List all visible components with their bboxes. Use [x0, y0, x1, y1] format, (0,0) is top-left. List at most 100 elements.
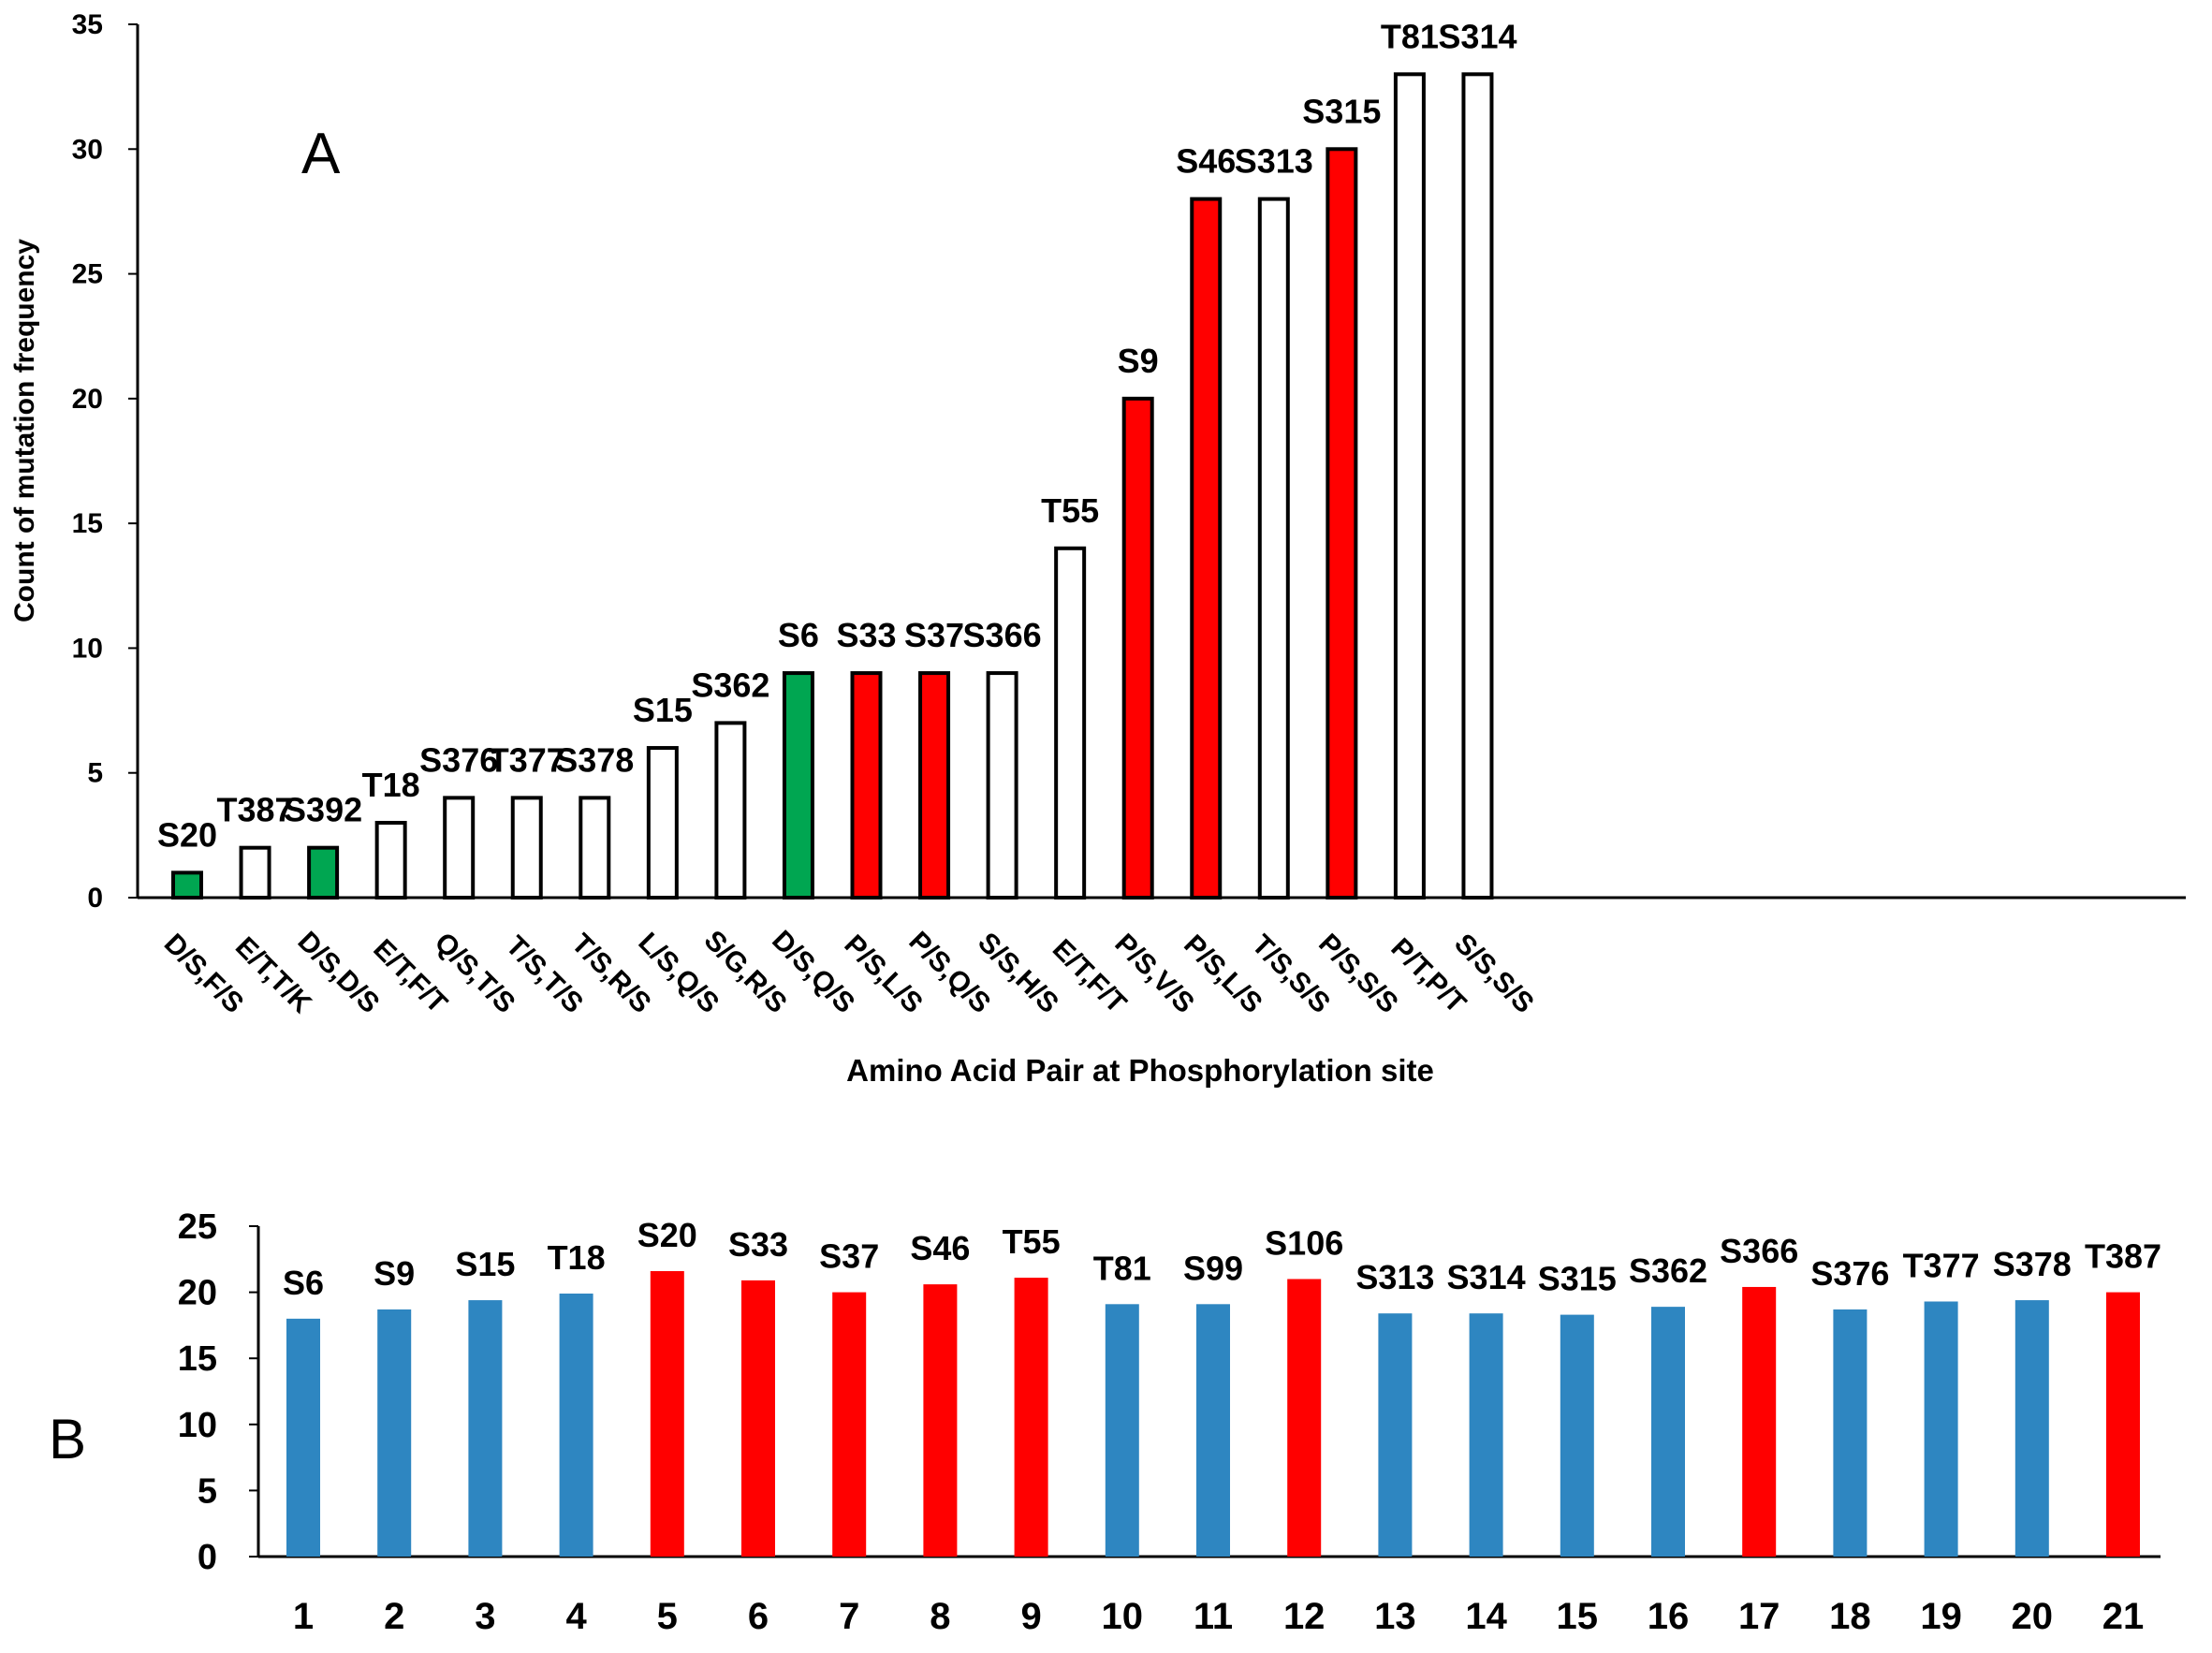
panel-a-bar: [1190, 197, 1223, 900]
panel-a-site-label: S9: [1118, 342, 1159, 380]
panel-b-y-tick-label: 25: [178, 1207, 217, 1247]
panel-b-category-labels: 1 2 3 4 5 6 7 8 9 10 11 12 13 14 15 16 17 18 19 20 21: [293, 1596, 2144, 1637]
panel-a-site-label: T18: [362, 766, 420, 804]
panel-a-y-tick-label: 35: [72, 9, 103, 40]
panel-b-bar: [2106, 1292, 2140, 1557]
panel-a-site-label: T81: [1381, 17, 1439, 55]
panel-a-bar: [1461, 72, 1494, 900]
panel-b-site-label: T81: [1093, 1249, 1151, 1287]
panel-b-bar: [468, 1300, 503, 1557]
panel-b-site-labels: S6 S9 S15 T18 S20 S33 S37 S46 T55 T81 S99 S106 S313 S…: [283, 1216, 2161, 1302]
panel-b-bar: [923, 1284, 958, 1557]
panel-b-bar: [1560, 1314, 1594, 1557]
panel-a-site-label: S313: [1235, 142, 1313, 181]
panel-a-site-label: T387: [217, 791, 294, 829]
panel-b-category-label: 7: [839, 1596, 859, 1637]
panel-a-site-label: T377: [489, 740, 565, 779]
panel-a-bar: [374, 821, 407, 900]
panel-b-bar: [559, 1294, 593, 1557]
panel-b-y-tick-label: 0: [198, 1538, 217, 1577]
panel-b-category-label: 5: [657, 1596, 678, 1637]
panel-b-bar: [1287, 1279, 1322, 1557]
panel-b-category-label: 15: [1557, 1596, 1599, 1637]
panel-b-y-tick-label: 5: [198, 1471, 217, 1511]
panel-a-bar: [918, 671, 951, 900]
panel-b-bar: [1833, 1309, 1868, 1557]
panel-a-site-label: S314: [1438, 17, 1516, 55]
panel-b-bar: [832, 1292, 867, 1557]
panel-b-bar: [286, 1318, 320, 1557]
panel-a-bar: [1121, 396, 1154, 900]
panel-a-site-label: S33: [836, 616, 896, 654]
panel-b-y-tick-label: 15: [178, 1339, 217, 1379]
panel-a-bar: [1257, 197, 1290, 900]
panel-b-category-label: 4: [565, 1596, 587, 1637]
panel-b-category-label: 11: [1194, 1596, 1233, 1637]
panel-b-bar: [1742, 1286, 1777, 1557]
panel-b-bar: [377, 1309, 412, 1557]
panel-a-site-label: S378: [555, 740, 634, 779]
panel-a-site-label: S392: [284, 791, 362, 829]
panel-b-site-label: S15: [455, 1245, 515, 1283]
panel-b-site-label: S315: [1538, 1260, 1617, 1298]
panel-b-bar: [650, 1271, 684, 1557]
panel-b-site-label: S376: [1810, 1254, 1889, 1293]
panel-a-bar: [714, 721, 747, 900]
panel-b-site-label: S366: [1720, 1232, 1798, 1270]
panel-a-site-label: S366: [963, 616, 1042, 654]
panel-a-y-tick-label: 0: [87, 883, 103, 914]
panel-b-category-label: 9: [1020, 1596, 1041, 1637]
panel-b-site-label: S33: [728, 1225, 788, 1264]
panel-b-y-tick-label: 20: [178, 1274, 217, 1313]
panel-b-site-label: S20: [637, 1216, 697, 1254]
panel-a-y-tick-label: 25: [72, 259, 103, 290]
panel-a-y-tick-label: 5: [87, 758, 103, 789]
panel-b-site-label: S9: [374, 1254, 415, 1293]
panel-a-bar: [579, 796, 611, 900]
panel-b-label: B: [49, 1408, 86, 1470]
panel-b-site-label: S314: [1447, 1258, 1526, 1296]
panel-a-site-label: S376: [419, 740, 498, 779]
panel-b-bar: [1469, 1313, 1503, 1557]
panel-b-site-label: S6: [283, 1264, 324, 1302]
panel-a-category-label: D/S,F/S: [158, 928, 250, 1019]
panel-b-bar: [1378, 1313, 1413, 1557]
panel-b-bar: [1105, 1304, 1139, 1557]
panel-a-site-label: S37: [904, 616, 964, 654]
panel-a-site-label: S362: [691, 666, 769, 704]
panel-a-bar: [307, 845, 340, 900]
panel-b-bar: [741, 1280, 775, 1557]
panel-b-bar: [1014, 1278, 1048, 1557]
panel-b-category-label: 3: [475, 1596, 495, 1637]
panel-b-site-label: T387: [2085, 1237, 2161, 1276]
panel-b-category-label: 2: [384, 1596, 404, 1637]
panel-a-bar: [646, 746, 679, 900]
panel-b-category-label: 6: [748, 1596, 769, 1637]
panel-b-site-label: S46: [910, 1229, 970, 1267]
panel-b-category-label: 16: [1648, 1596, 1690, 1637]
panel-a-x-axis-title: Amino Acid Pair at Phosphorylation site: [846, 1053, 1434, 1088]
panel-a-bar: [1326, 147, 1358, 900]
panel-a-y-ticks: 0 5 10 15 20 25 30 35: [72, 9, 138, 914]
panel-b-category-label: 10: [1102, 1596, 1144, 1637]
panel-b-y-tick-label: 10: [178, 1406, 217, 1445]
panel-b-site-label: S37: [819, 1237, 879, 1276]
panel-b-site-label: S313: [1355, 1258, 1434, 1296]
panel-a-site-label: S15: [633, 691, 693, 729]
panel-b-bars: [286, 1271, 2140, 1557]
panel-a-y-tick-label: 10: [72, 633, 103, 664]
panel-b-category-label: 18: [1829, 1596, 1871, 1637]
panel-b-category-label: 17: [1738, 1596, 1780, 1637]
panel-b-site-label: T377: [1903, 1246, 1980, 1284]
panel-a-label: A: [301, 122, 341, 186]
panel-b-category-label: 21: [2102, 1596, 2145, 1637]
panel-b-site-label: S362: [1629, 1251, 1707, 1290]
panel-b-category-label: 20: [2012, 1596, 2054, 1637]
panel-a-bar: [239, 845, 271, 900]
panel-b-site-label: S378: [1993, 1245, 2072, 1283]
panel-b-bar: [1196, 1304, 1230, 1557]
panel-b-bar: [1924, 1301, 1958, 1557]
panel-b-site-label: S99: [1183, 1249, 1243, 1287]
